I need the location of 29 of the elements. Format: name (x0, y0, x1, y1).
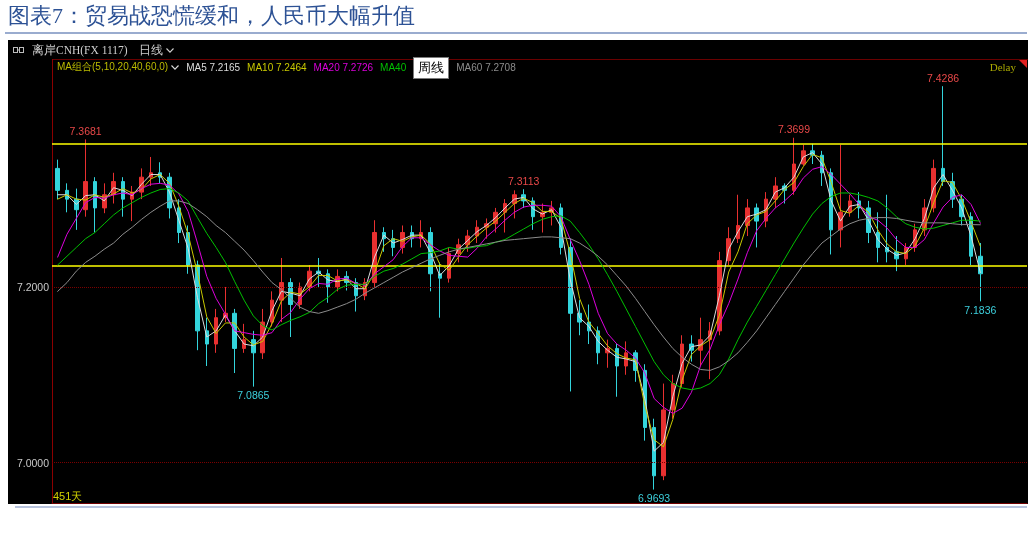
text: MA10 7.2464 (247, 61, 307, 73)
annotation: 周线 (413, 57, 450, 79)
candlestick (251, 330, 256, 388)
annotation: 7.4286 (927, 71, 960, 84)
text: MA40 (380, 61, 407, 73)
candlestick (93, 176, 97, 234)
candlestick (55, 159, 60, 200)
y-tick-label: 7.0000 (16, 456, 50, 469)
annotation: 7.1836 (964, 303, 997, 316)
annotation: 7.3113 (507, 174, 540, 187)
annotation: 7.3699 (777, 123, 811, 136)
annotation: 7.0865 (237, 389, 270, 402)
text: MA60 7.2708 (456, 61, 516, 73)
annotation: 451天 (53, 489, 83, 504)
candlestick (941, 85, 945, 187)
annotation: 7.3681 (69, 124, 102, 137)
candlestick (615, 343, 619, 398)
chart-title: 图表7：贸易战恐慌缓和，人民币大幅升值 (8, 3, 415, 28)
legend-title: MA组合(5,10,20,40,60,0) (57, 60, 169, 74)
candlestick (885, 194, 889, 263)
text: MA20 7.2726 (313, 61, 374, 73)
text: Delay (989, 61, 1016, 73)
candlestick (876, 211, 880, 263)
candlestick (736, 194, 740, 244)
y-tick-label: 7.2000 (16, 280, 50, 293)
legend-label: MA5 7.2165 (186, 61, 241, 73)
text: 日线 (138, 42, 163, 58)
annotation: 6.9693 (638, 492, 671, 505)
chart-subtitle: 离岸CNH(FX 1117) (32, 42, 128, 58)
